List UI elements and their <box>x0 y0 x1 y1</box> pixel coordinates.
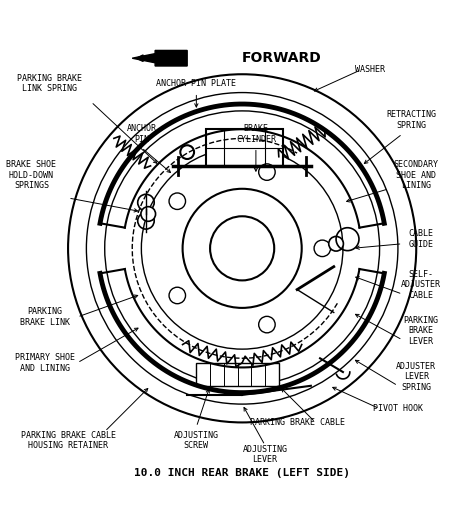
Circle shape <box>180 145 194 159</box>
Bar <box>196 363 279 386</box>
Text: RETRACTING
SPRING: RETRACTING SPRING <box>387 110 437 130</box>
Text: BRAKE SHOE
HOLD-DOWN
SPRINGS: BRAKE SHOE HOLD-DOWN SPRINGS <box>7 160 56 190</box>
Text: PARKING BRAKE CABLE
HOUSING RETAINER: PARKING BRAKE CABLE HOUSING RETAINER <box>20 431 116 451</box>
Text: PARKING
BRAKE LINK: PARKING BRAKE LINK <box>20 307 70 327</box>
Text: BRAKE
CYLINDER: BRAKE CYLINDER <box>236 124 276 144</box>
Text: 10.0 INCH REAR BRAKE (LEFT SIDE): 10.0 INCH REAR BRAKE (LEFT SIDE) <box>134 468 350 478</box>
Text: FORWARD: FORWARD <box>242 51 322 65</box>
Text: PARKING
BRAKE
LEVER: PARKING BRAKE LEVER <box>403 316 438 346</box>
Circle shape <box>329 236 343 251</box>
Text: PARKING BRAKE CABLE: PARKING BRAKE CABLE <box>250 418 345 427</box>
Circle shape <box>141 207 155 221</box>
Text: ADJUSTER
LEVER
SPRING: ADJUSTER LEVER SPRING <box>396 362 436 391</box>
Text: WASHER: WASHER <box>356 65 385 74</box>
Text: SELF-
ADJUSTER
CABLE: SELF- ADJUSTER CABLE <box>401 270 441 300</box>
Text: ANCHOR PIN PLATE: ANCHOR PIN PLATE <box>156 79 237 88</box>
Text: PIVOT HOOK: PIVOT HOOK <box>373 404 423 413</box>
Text: ADJUSTING
LEVER: ADJUSTING LEVER <box>243 445 288 464</box>
Text: SECONDARY
SHOE AND
LINING: SECONDARY SHOE AND LINING <box>394 160 439 190</box>
Text: CABLE
GUIDE: CABLE GUIDE <box>408 230 433 249</box>
Bar <box>206 129 283 166</box>
Text: PARKING BRAKE
LINK SPRING: PARKING BRAKE LINK SPRING <box>17 74 82 93</box>
Text: ADJUSTING
SCREW: ADJUSTING SCREW <box>174 431 219 451</box>
Polygon shape <box>132 50 187 66</box>
Text: ANCHOR
PIN: ANCHOR PIN <box>127 124 156 144</box>
Text: PRIMARY SHOE
AND LINING: PRIMARY SHOE AND LINING <box>15 353 75 372</box>
